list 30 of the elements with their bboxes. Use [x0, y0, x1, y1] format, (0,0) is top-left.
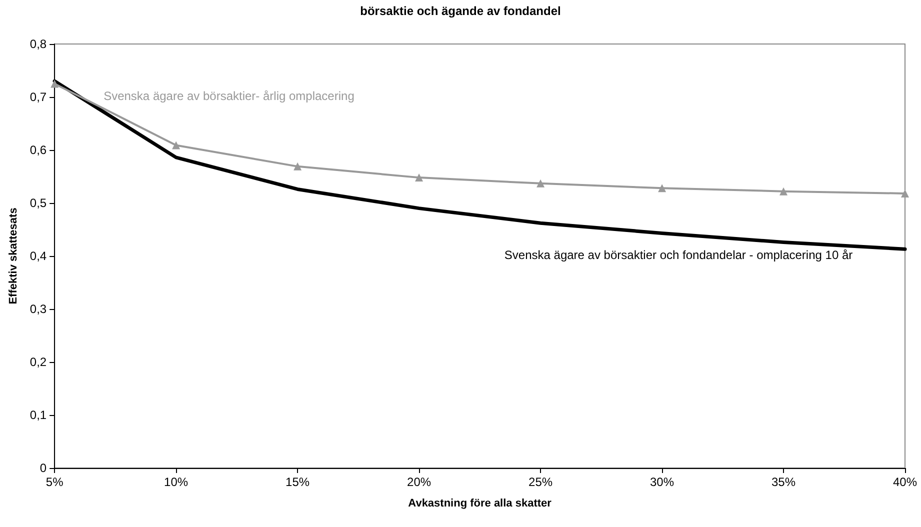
- point: [658, 184, 666, 192]
- x-axis-title: Avkastning före alla skatter: [408, 498, 552, 510]
- chart-title: börsaktie och ägande av fondandel: [360, 4, 561, 18]
- point: [901, 189, 909, 198]
- x-tick-label: 30%: [650, 475, 674, 489]
- y-tick-label: 0,4: [30, 249, 47, 263]
- point: [780, 187, 788, 196]
- y-axis-title: Effektiv skattesats: [8, 208, 20, 304]
- x-tick-label: 15%: [286, 475, 310, 489]
- y-tick-label: 0,5: [30, 196, 47, 210]
- y-tick-label: 0: [40, 461, 47, 475]
- y-tick-label: 0,2: [30, 355, 47, 369]
- point: [50, 80, 59, 88]
- x-tick-label: 20%: [407, 475, 432, 489]
- point: [415, 174, 424, 182]
- series-label: Svenska ägare av börsaktier och fondandelar - omplacering 10 år: [504, 248, 853, 262]
- point: [294, 162, 302, 170]
- series-label: Svenska ägare av börsaktier- årlig omplacering: [104, 88, 354, 103]
- x-tick-label: 25%: [528, 475, 553, 489]
- x-tick-label: 10%: [164, 475, 188, 489]
- x-tick-label: 35%: [771, 475, 796, 489]
- y-tick-label: 0,1: [30, 408, 47, 422]
- x-tick-label: 5%: [46, 475, 64, 489]
- y-tick-label: 0,7: [30, 90, 47, 104]
- point: [172, 141, 180, 150]
- y-tick-label: 0,8: [30, 37, 47, 51]
- x-tick-label: 40%: [892, 475, 918, 489]
- y-tick-label: 0,6: [30, 143, 47, 157]
- y-tick-label: 0,3: [30, 302, 47, 316]
- point: [536, 179, 545, 188]
